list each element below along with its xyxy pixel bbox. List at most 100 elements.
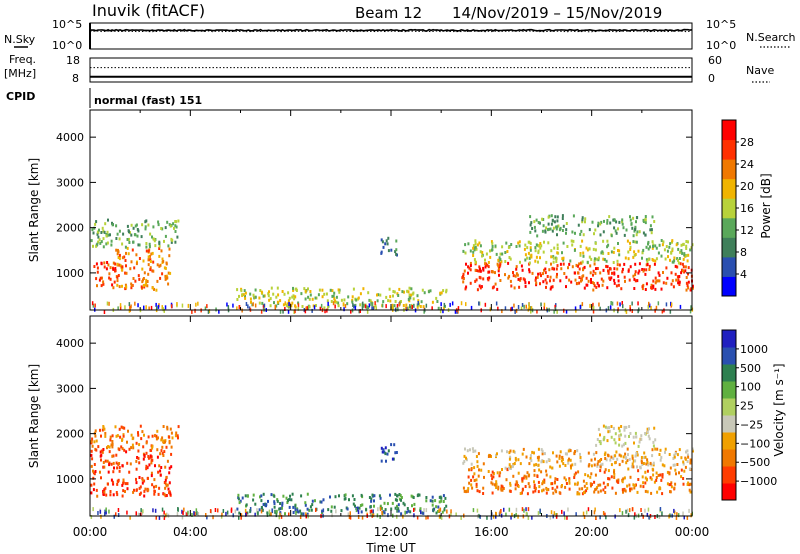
velocity-cell — [642, 462, 645, 465]
velocity-cell — [476, 460, 479, 464]
power-cell — [126, 238, 129, 241]
power-cell — [116, 232, 119, 236]
velocity-cell — [626, 447, 629, 451]
power-cell — [167, 282, 170, 286]
power-cell — [537, 260, 539, 264]
power-cell — [622, 226, 625, 230]
velocity-cell — [656, 447, 659, 451]
velocity-cell — [651, 454, 654, 458]
velocity-cell — [659, 448, 662, 452]
power-cell — [685, 240, 688, 243]
power-cell — [269, 297, 272, 301]
velocity-cell — [687, 481, 690, 485]
velocity-colorbar-label: Velocity [m s⁻¹] — [772, 363, 786, 456]
power-cell — [559, 279, 562, 283]
power-cell — [497, 306, 499, 311]
power-cell — [473, 258, 476, 262]
velocity-cell — [109, 435, 112, 439]
power-cell — [644, 221, 647, 225]
power-cell — [103, 265, 106, 269]
velocity-cell — [672, 457, 675, 460]
power-cell — [176, 302, 178, 306]
velocity-cell — [244, 494, 247, 498]
velocity-cell — [225, 511, 227, 516]
power-cell — [571, 265, 574, 269]
velocity-cell — [551, 482, 554, 486]
velocity-cell — [450, 509, 452, 514]
power-cell — [148, 245, 151, 249]
power-cell — [387, 299, 390, 303]
power-cell — [445, 288, 448, 292]
power-cell — [416, 305, 419, 309]
velocity-cell — [569, 458, 572, 462]
velocity-cell — [237, 493, 240, 497]
power-cell — [106, 261, 109, 264]
power-cell — [652, 279, 655, 283]
velocity-cell — [135, 467, 138, 471]
power-cell — [613, 218, 616, 222]
velocity-cell — [281, 501, 284, 505]
power-cell — [127, 252, 130, 256]
velocity-cell — [128, 470, 131, 474]
velocity-cell — [237, 497, 240, 501]
power-cell — [226, 302, 228, 307]
velocity-cell — [111, 445, 114, 449]
velocity-cell — [623, 428, 626, 432]
power-cell — [608, 215, 611, 219]
velocity-cell — [308, 508, 311, 512]
power-cell — [469, 268, 472, 272]
velocity-cell — [270, 512, 272, 517]
velocity-cell — [384, 446, 387, 450]
power-cell — [592, 273, 594, 277]
power-cell — [363, 303, 365, 308]
power-cell — [130, 304, 132, 309]
power-cell — [585, 246, 588, 250]
power-cell — [644, 218, 647, 222]
power-cell — [423, 291, 426, 295]
power-cell — [489, 255, 492, 259]
power-cell — [124, 305, 126, 310]
velocity-cell — [118, 469, 121, 473]
power-cell — [476, 288, 479, 292]
velocity-cell — [90, 453, 93, 457]
power-cell — [162, 259, 165, 263]
velocity-cell — [440, 515, 443, 520]
power-cell — [541, 229, 544, 233]
velocity-cell — [523, 508, 525, 513]
power-cell — [582, 254, 585, 258]
power-cell — [474, 242, 477, 246]
power-cell — [117, 306, 119, 311]
velocity-cell — [150, 471, 153, 475]
velocity-cell — [431, 495, 434, 499]
power-cell — [274, 304, 276, 309]
power-cell — [288, 296, 291, 300]
velocity-cell — [131, 443, 134, 447]
velocity-cell — [624, 489, 627, 493]
freq-tick-top: 18 — [66, 54, 80, 67]
velocity-cell — [157, 492, 160, 496]
power-cell — [505, 241, 508, 245]
power-cell — [100, 240, 103, 244]
power-cell — [652, 258, 655, 262]
velocity-cell — [306, 492, 309, 496]
velocity-cell — [621, 511, 624, 516]
velocity-cell — [370, 509, 373, 514]
velocity-cell — [541, 482, 544, 486]
velocity-cell — [602, 511, 605, 515]
power-cell — [544, 267, 547, 271]
power-cell — [157, 304, 160, 309]
power-cell — [129, 267, 132, 271]
velocity-cell — [270, 493, 273, 497]
power-cell — [462, 276, 465, 280]
velocity-cell — [370, 499, 373, 503]
velocity-cell — [143, 453, 146, 457]
velocity-cell — [396, 508, 398, 513]
velocity-cell — [275, 513, 278, 518]
power-cell — [522, 277, 525, 281]
power-cell — [629, 248, 632, 251]
power-cell — [326, 308, 328, 313]
velocity-cell — [559, 450, 562, 454]
velocity-cell — [604, 485, 607, 489]
power-cell — [615, 284, 618, 288]
velocity-cell — [652, 473, 655, 477]
